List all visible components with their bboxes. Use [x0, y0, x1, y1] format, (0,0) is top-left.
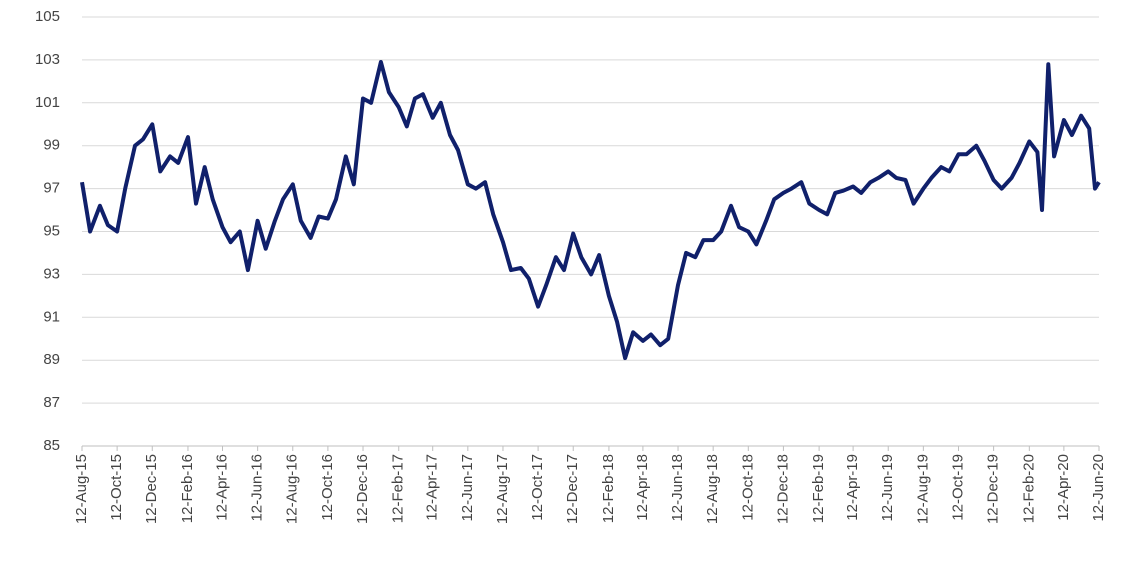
- y-tick-label: 101: [35, 94, 60, 111]
- y-tick-label: 99: [43, 137, 60, 154]
- x-tick-label: 12-Aug-17: [494, 454, 511, 524]
- y-tick-label: 95: [43, 222, 60, 239]
- y-tick-label: 97: [43, 180, 60, 197]
- y-tick-label: 85: [43, 437, 60, 454]
- y-tick-label: 103: [35, 51, 60, 68]
- x-tick-label: 12-Apr-20: [1055, 454, 1072, 521]
- x-tick-label: 12-Dec-16: [354, 454, 371, 524]
- y-tick-label: 87: [43, 394, 60, 411]
- x-tick-label: 12-Oct-17: [529, 454, 546, 521]
- y-tick-label: 91: [43, 308, 60, 325]
- x-tick-label: 12-Jun-18: [669, 454, 686, 522]
- x-tick-label: 12-Dec-18: [774, 454, 791, 524]
- x-tick-label: 12-Jun-19: [879, 454, 896, 522]
- x-tick-label: 12-Feb-20: [1020, 454, 1037, 523]
- x-tick-label: 12-Apr-16: [213, 454, 230, 521]
- x-tick-label: 12-Apr-17: [424, 454, 441, 521]
- x-tick-label: 12-Aug-15: [73, 454, 90, 524]
- x-tick-label: 12-Apr-18: [634, 454, 651, 521]
- y-tick-label: 105: [35, 8, 60, 25]
- x-tick-label: 12-Oct-16: [319, 454, 336, 521]
- x-tick-label: 12-Aug-18: [704, 454, 721, 524]
- x-tick-label: 12-Dec-15: [143, 454, 160, 524]
- x-tick-label: 12-Dec-19: [985, 454, 1002, 524]
- x-tick-label: 12-Oct-18: [739, 454, 756, 521]
- x-tick-label: 12-Jun-20: [1090, 454, 1107, 522]
- x-tick-label: 12-Oct-15: [108, 454, 125, 521]
- x-tick-label: 12-Jun-17: [459, 454, 476, 522]
- x-tick-label: 12-Feb-19: [810, 454, 827, 523]
- x-tick-label: 12-Aug-16: [284, 454, 301, 524]
- x-tick-label: 12-Apr-19: [844, 454, 861, 521]
- x-tick-label: 12-Dec-17: [564, 454, 581, 524]
- y-tick-label: 93: [43, 265, 60, 282]
- x-tick-label: 12-Feb-16: [179, 454, 196, 523]
- x-tick-label: 12-Jun-16: [249, 454, 266, 522]
- data-line: [80, 60, 1101, 361]
- x-tick-label: 12-Aug-19: [914, 454, 931, 524]
- x-tick-label: 12-Oct-19: [949, 454, 966, 521]
- x-tick-label: 12-Feb-18: [600, 454, 617, 523]
- x-tick-label: 12-Feb-17: [390, 454, 407, 523]
- y-tick-label: 89: [43, 351, 60, 368]
